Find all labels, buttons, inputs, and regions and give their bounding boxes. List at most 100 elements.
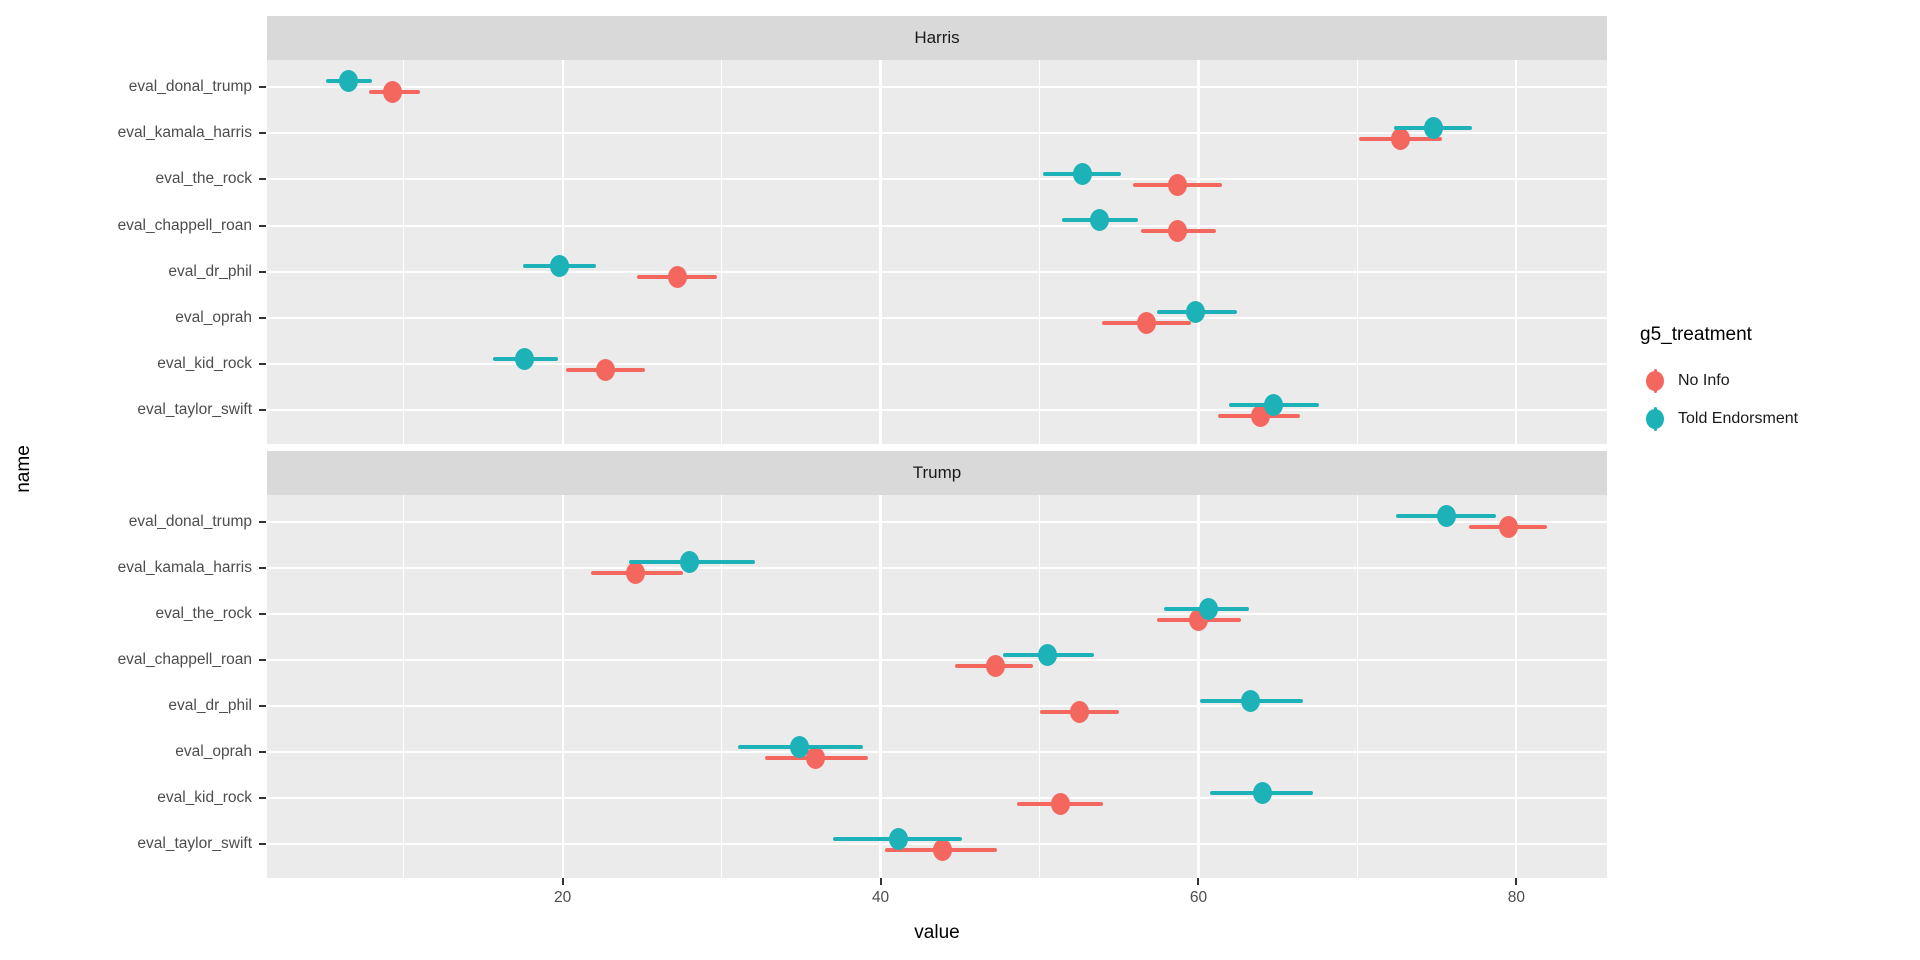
pointrange-point-no-info [933,838,953,861]
gridline-minor-v [720,495,723,878]
facet-strip-trump: Trump [267,451,1607,495]
y-axis-tick [259,751,266,754]
pointrange-point-told-endorsment [680,551,700,574]
pointrange-point-no-info [985,654,1005,677]
y-axis-tick [259,85,266,88]
gridline-major-h [267,659,1607,662]
pointrange-point-no-info [805,746,825,769]
gridline-major-v [1515,495,1518,878]
pointrange-point-told-endorsment [338,70,358,93]
y-axis-label: eval_taylor_swift [137,401,252,419]
pointrange-point-no-info [596,358,616,381]
gridline-major-v [1197,60,1200,444]
pointrange-point-told-endorsment [1241,689,1261,712]
pointrange-point-told-endorsment [1072,162,1092,185]
legend-item-told-endorsment: Told Endorsment [1640,400,1798,438]
gridline-major-h [267,224,1607,227]
y-axis-label: eval_the_rock [155,605,252,623]
key-dot [1646,371,1664,391]
y-axis-label: eval_kamala_harris [117,124,252,142]
pointrange-point-no-info [1168,173,1188,196]
gridline-major-h [267,178,1607,181]
pointrange-point-no-info [1050,792,1070,815]
pointrange-point-told-endorsment [1037,643,1057,666]
pointrange-key-icon [1640,404,1670,434]
x-axis-title: value [914,922,960,943]
gridline-minor-v [1038,60,1041,444]
y-axis-tick [259,132,266,135]
gridline-major-h [267,363,1607,366]
pointrange-point-told-endorsment [1263,393,1283,416]
gridline-major-v [1515,60,1518,444]
y-axis-tick [259,659,266,662]
gridline-minor-v [1038,495,1041,878]
gridline-major-v [561,60,564,444]
gridline-major-h [267,751,1607,754]
legend-item-no-info: No Info [1640,362,1798,400]
pointrange-point-told-endorsment [549,255,569,278]
y-axis-label: eval_the_rock [155,170,252,188]
x-axis-tick [561,878,564,885]
gridline-major-h [267,409,1607,412]
pointrange-point-no-info [1498,516,1518,539]
gridline-minor-v [1356,60,1359,444]
gridline-major-h [267,705,1607,708]
gridline-minor-v [720,60,723,444]
pointrange-point-told-endorsment [1198,597,1218,620]
pointrange-point-told-endorsment [1185,301,1205,324]
y-axis-label: eval_dr_phil [168,697,252,715]
y-axis-label: eval_kid_rock [157,355,252,373]
facet-panel-trump [267,495,1607,878]
y-axis-tick [259,316,266,319]
y-axis-tick [259,797,266,800]
y-axis-tick [259,270,266,273]
y-axis-label: eval_donal_trump [128,77,252,95]
gridline-major-h [267,613,1607,616]
x-axis-label: 60 [1189,889,1208,906]
pointrange-point-told-endorsment [1252,781,1272,804]
x-axis-tick [1197,878,1200,885]
gridline-major-v [879,495,882,878]
gridline-minor-v [403,60,405,444]
y-axis-tick [259,409,266,412]
key-dot [1646,409,1664,429]
pointrange-point-told-endorsment [515,347,534,370]
y-axis-label: eval_chappell_roan [117,651,252,669]
y-axis-label: eval_kid_rock [157,789,252,807]
gridline-major-v [561,495,564,878]
gridline-minor-v [403,495,405,878]
y-axis-tick [259,178,266,181]
gridline-major-h [267,520,1607,523]
y-axis-label: eval_dr_phil [168,262,252,280]
legend: g5_treatment No Info Told Endorsment [1640,324,1798,438]
gridline-major-v [1197,495,1200,878]
gridline-minor-v [1356,495,1359,878]
facet-strip-harris-label: Harris [914,28,960,47]
pointrange-point-told-endorsment [790,735,809,758]
gridline-major-h [267,270,1607,273]
pointrange-point-no-info [667,266,687,289]
pointrange-point-told-endorsment [888,827,908,850]
y-axis-tick [259,363,266,366]
pointrange-point-no-info [1390,127,1410,150]
pointrange-point-no-info [626,562,646,585]
x-axis-tick [879,878,882,885]
gridline-major-h [267,316,1607,319]
y-axis-tick [259,613,266,616]
gridline-major-h [267,85,1607,88]
pointrange-point-no-info [1168,220,1188,243]
pointrange-point-told-endorsment [1090,209,1110,232]
y-axis-label: eval_kamala_harris [117,558,252,576]
facet-strip-trump-label: Trump [912,463,962,482]
y-axis-tick [259,520,266,523]
gridline-major-h [267,132,1607,135]
legend-title: g5_treatment [1640,324,1752,345]
x-axis-tick [1515,878,1518,885]
facet-panel-harris [267,60,1607,444]
legend-label-no-info: No Info [1678,372,1730,389]
y-axis-label: eval_taylor_swift [137,835,252,853]
y-axis-tick [259,705,266,708]
y-axis-label: eval_chappell_roan [117,216,252,234]
gridline-major-v [879,60,882,444]
